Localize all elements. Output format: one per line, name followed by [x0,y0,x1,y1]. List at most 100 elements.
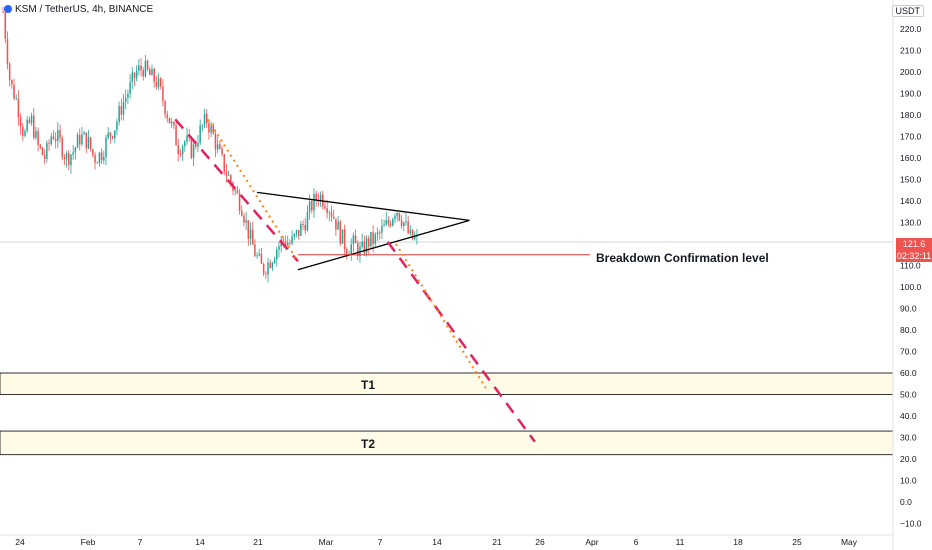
candle-body [166,114,169,118]
x-tick-label: 24 [15,537,25,547]
candle-body [265,273,267,275]
symbol-header: KSM / TetherUS, 4h, BINANCE [4,4,153,15]
candle-body [332,216,335,219]
candle-body [78,134,81,145]
candle-body [269,262,271,269]
candle-body [262,263,265,274]
candle-body [214,133,217,150]
candle-body [140,65,142,71]
y-tick-label: 220.0 [900,24,922,34]
candle-body [300,224,302,236]
x-tick-label: 7 [138,537,143,547]
candle-body [286,242,289,246]
candle-body [230,175,232,183]
candle-body [210,125,212,133]
candle-body [335,218,337,230]
candle-body [409,229,412,234]
candle-body [383,224,385,227]
candle-body [17,98,20,118]
candle-body [186,135,188,142]
candle-body [225,172,228,176]
candle-body [50,136,53,144]
y-tick-label: 20.0 [900,454,917,464]
candle-body [392,218,394,226]
breakdown-label: Breakdown Confirmation level [596,251,769,265]
candle-body [374,234,377,244]
candle-body [258,253,261,256]
candle-body [175,125,177,146]
candle-body [6,38,9,65]
candle-body [324,206,326,209]
candle-body [234,190,236,192]
candle-body [65,153,68,160]
candle-body [343,229,346,250]
candle-body [378,232,381,234]
candle-body [291,236,293,244]
candle-body [321,194,324,207]
candle-body [308,201,311,212]
candle-body [319,194,322,202]
candle-body [254,244,256,257]
y-tick-label: 40.0 [900,411,917,421]
candle-body [328,212,331,214]
y-tick-label: −10.0 [900,519,922,529]
candle-body [405,221,407,223]
candle-body [118,106,120,122]
candle-body [260,253,263,264]
projection-dashed-line [174,118,299,263]
candle-body [22,126,24,136]
candle-body [30,115,33,123]
candle-body [131,72,134,82]
candle-body [98,152,101,164]
candle-body [337,221,339,230]
candle-body [142,70,144,77]
candle-body [352,235,355,245]
candle-body [251,229,254,245]
candle-body [74,147,77,153]
candle-body [43,154,46,159]
candle-body [4,11,7,39]
candle-body [387,220,390,224]
candle-body [284,240,287,246]
y-tick-label: 150.0 [900,175,922,185]
candle-body [236,190,239,194]
candle-body [212,125,215,134]
candle-body [311,201,313,211]
candle-body [15,98,17,100]
candle-body [227,175,230,177]
x-tick-label: 18 [733,537,743,547]
candle-body [111,136,114,139]
candle-body [120,106,123,115]
candle-body [302,224,304,226]
candle-body [195,144,197,147]
candle-body [157,78,160,87]
candle-body [372,232,374,244]
currency-badge[interactable]: USDT [891,5,924,17]
candle-body [92,149,94,155]
candle-body [41,147,44,155]
candle-body [85,132,88,149]
candle-body [151,68,153,76]
candle-body [24,131,26,136]
candle-body [295,230,298,235]
ksm-coin-icon [4,5,12,13]
projection-dashed-line [386,241,536,443]
candle-body [326,208,328,214]
candle-body [96,162,99,164]
candle-body [100,152,103,161]
candle-body [247,220,250,239]
candle-body [57,130,59,141]
candle-body [63,157,66,160]
candle-body [39,145,42,148]
y-tick-label: 110.0 [900,261,921,271]
candle-body [70,154,72,166]
y-tick-label: 130.0 [900,218,922,228]
candle-body [245,220,247,223]
candle-body [385,220,388,225]
candle-body [221,148,223,155]
symbol-text: KSM / TetherUS, 4h, BINANCE [15,4,154,15]
candle-body [68,153,70,166]
y-tick-label: 0.0 [900,497,912,507]
